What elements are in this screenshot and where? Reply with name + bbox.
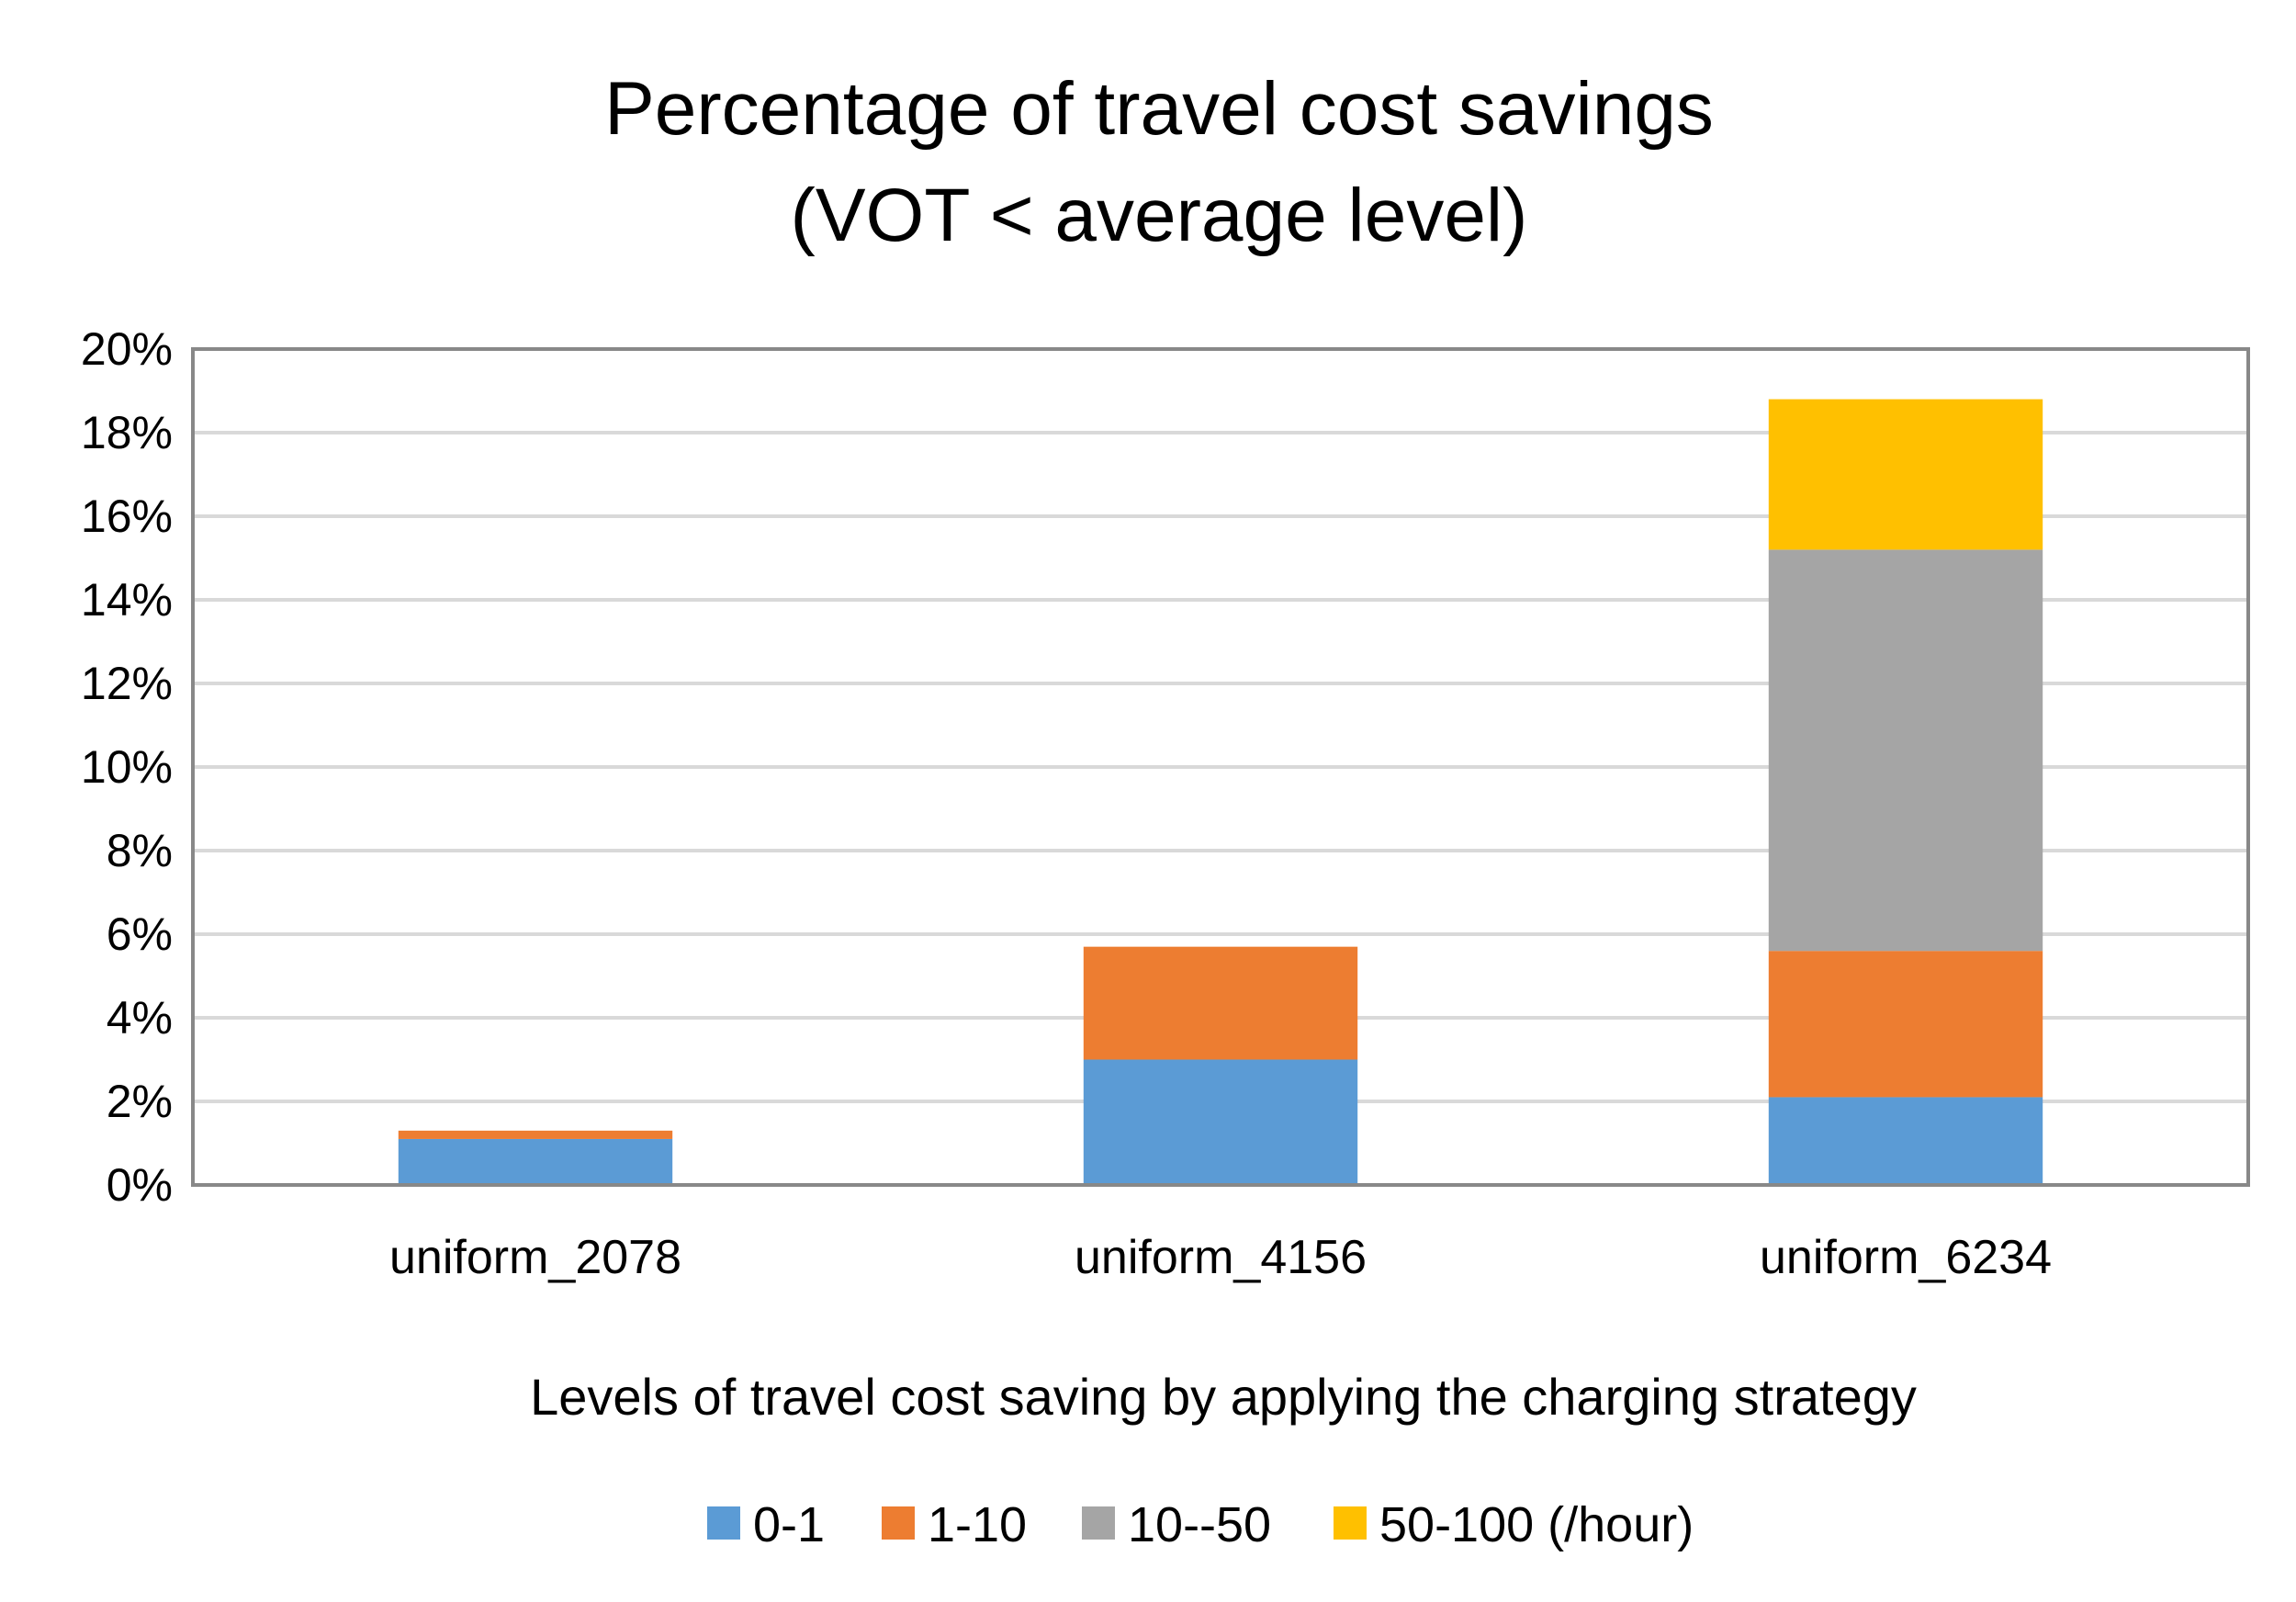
y-tick-label: 8% (107, 825, 173, 876)
legend-label: 1-10 (928, 1497, 1027, 1552)
bar-segment (1083, 1059, 1358, 1185)
chart-title: Percentage of travel cost savings (604, 67, 1714, 151)
y-tick-label: 16% (81, 491, 173, 542)
x-axis-title: Levels of travel cost saving by applying… (530, 1368, 1917, 1426)
legend-swatch (1082, 1506, 1115, 1540)
chart-subtitle: (VOT < average level) (791, 174, 1528, 257)
legend-swatch (882, 1506, 915, 1540)
x-category-label: uniform_2078 (389, 1231, 681, 1284)
y-tick-label: 4% (107, 992, 173, 1044)
bar-segment (398, 1130, 673, 1139)
legend-swatch (1334, 1506, 1367, 1540)
x-axis-categories: uniform_2078 uniform_4156 uniform_6234 (389, 1231, 2052, 1284)
legend-swatch (707, 1506, 740, 1540)
y-tick-label: 2% (107, 1076, 173, 1127)
y-tick-label: 18% (81, 407, 173, 458)
bar-segment (398, 1138, 673, 1185)
plot-area-border (191, 347, 2250, 1187)
legend: 0-1 1-10 10--50 50-100 (/hour) (707, 1497, 1694, 1552)
legend-label: 10--50 (1128, 1497, 1271, 1552)
legend-label: 0-1 (753, 1497, 825, 1552)
x-category-label: uniform_4156 (1075, 1231, 1367, 1284)
bars (398, 399, 2043, 1185)
bar-segment (1768, 1097, 2043, 1185)
bar-segment (1768, 951, 2043, 1098)
y-axis-ticks: 0% 2% 4% 6% 8% 10% 12% 14% 16% 18% 20% (81, 323, 173, 1211)
bar-segment (1768, 399, 2043, 550)
x-category-label: uniform_6234 (1760, 1231, 2052, 1284)
bar-segment (1083, 946, 1358, 1060)
y-tick-label: 0% (107, 1159, 173, 1211)
y-tick-label: 6% (107, 908, 173, 960)
y-tick-label: 10% (81, 741, 173, 793)
gridlines (193, 431, 2248, 1103)
legend-label: 50-100 (/hour) (1379, 1497, 1694, 1552)
bar-segment (1768, 549, 2043, 952)
y-tick-label: 12% (81, 658, 173, 709)
y-tick-label: 20% (81, 323, 173, 375)
y-tick-label: 14% (81, 574, 173, 626)
